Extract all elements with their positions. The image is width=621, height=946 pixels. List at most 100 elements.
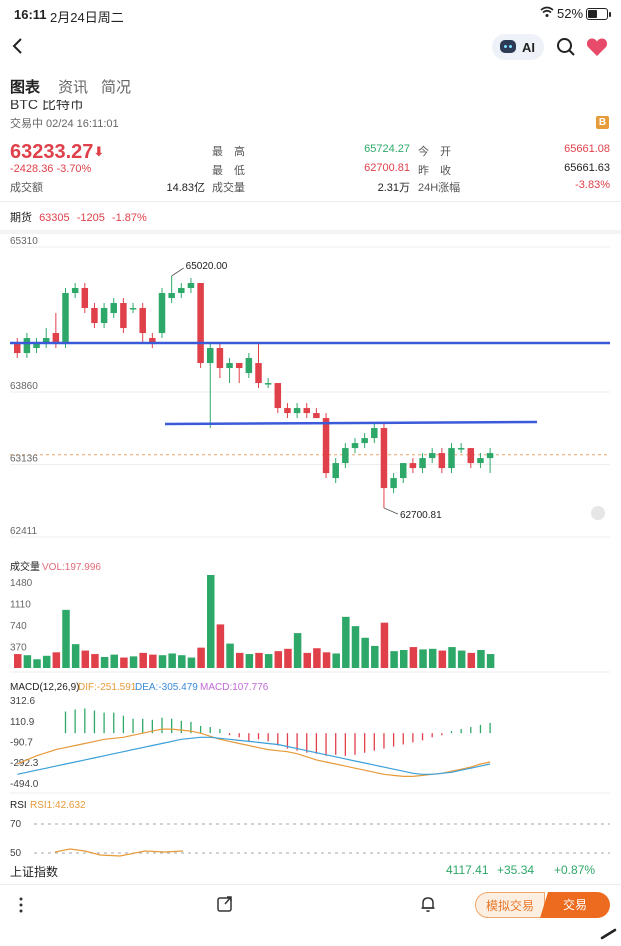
support-line bbox=[164, 420, 538, 426]
simulated-trade-button[interactable]: 模拟交易 bbox=[475, 892, 545, 918]
futures-row[interactable]: 期货 63305 -1205 -1.87% bbox=[10, 209, 147, 225]
back-button[interactable] bbox=[8, 34, 34, 60]
candle-body bbox=[71, 288, 79, 294]
candle-body bbox=[303, 408, 310, 414]
candle-body bbox=[178, 288, 185, 294]
price-tick-label: 63860 bbox=[10, 381, 38, 392]
volume-bar bbox=[371, 645, 379, 668]
kline-chart[interactable]: 65310 63860 63136 62411 65020.00 62700.81 成交… bbox=[0, 235, 621, 857]
candle-body bbox=[284, 408, 291, 414]
volume-bar bbox=[477, 649, 485, 668]
volume-bar bbox=[486, 654, 495, 668]
ai-assistant-button[interactable]: AI bbox=[492, 34, 544, 60]
rsi-tick-label: 50 bbox=[10, 848, 22, 857]
volume-bar bbox=[120, 657, 128, 668]
trade-button[interactable]: 交易 bbox=[540, 892, 610, 918]
volume-bar bbox=[438, 650, 447, 668]
tab-news[interactable]: 资讯 bbox=[58, 79, 89, 96]
annotation-leader bbox=[171, 267, 184, 277]
prev-close-value: 65661.63 bbox=[564, 162, 610, 174]
volume-tick-label: 740 bbox=[10, 621, 27, 632]
low-annotation: 62700.81 bbox=[400, 510, 442, 521]
candlestick-series bbox=[14, 276, 494, 509]
battery-percent: 52% bbox=[557, 6, 584, 21]
index-bar[interactable]: 上证指数 4117.41 +35.34 +0.87% bbox=[0, 859, 621, 883]
chevron-left-icon bbox=[12, 38, 22, 54]
futures-price: 63305 bbox=[39, 212, 70, 224]
volume-bar bbox=[197, 647, 205, 668]
macd-dea-label: DEA:-305.479 bbox=[135, 682, 198, 693]
instrument-title: BTC 比特币 bbox=[10, 100, 84, 110]
volume-bar bbox=[216, 624, 225, 668]
candle-body bbox=[62, 293, 69, 344]
battery-icon bbox=[586, 8, 611, 20]
volume-title: 成交量 bbox=[10, 560, 40, 573]
candle-body bbox=[428, 453, 436, 459]
volume-bar bbox=[448, 647, 456, 668]
rsi-tick-label: 70 bbox=[10, 819, 22, 830]
candle-body bbox=[129, 308, 137, 310]
turnover-value: 14.83亿 bbox=[166, 182, 205, 194]
last-price: 63233.27⬇ bbox=[10, 141, 104, 164]
volume-bar bbox=[71, 644, 80, 668]
turnover-label: 成交额 bbox=[10, 182, 43, 194]
volume-bar bbox=[380, 622, 389, 668]
volume-bar bbox=[467, 652, 476, 668]
volume-bar bbox=[342, 616, 350, 668]
candle-body bbox=[477, 458, 484, 464]
candle-body bbox=[467, 448, 475, 464]
volume-bar bbox=[332, 653, 340, 668]
volume-bar bbox=[110, 654, 118, 668]
candle-body bbox=[332, 463, 339, 479]
volume-value: 2.31万 bbox=[377, 182, 410, 194]
prev-close-label: 昨 收 bbox=[418, 165, 451, 177]
low-value: 62700.81 bbox=[364, 162, 410, 174]
volume-bar bbox=[351, 626, 360, 668]
section-divider bbox=[0, 230, 621, 234]
candle-body bbox=[380, 428, 388, 489]
rsi-title: RSI bbox=[10, 800, 27, 811]
volume-bar bbox=[274, 651, 283, 668]
volume-bar bbox=[235, 652, 244, 668]
candle-body bbox=[245, 358, 253, 374]
share-button[interactable] bbox=[216, 895, 234, 913]
candle-body bbox=[168, 293, 175, 299]
candle-body bbox=[33, 343, 40, 349]
volume-bar bbox=[245, 654, 254, 668]
rsi-line bbox=[54, 848, 184, 857]
share-icon bbox=[217, 896, 232, 912]
change24-value: -3.83% bbox=[575, 179, 610, 191]
favorite-button[interactable] bbox=[586, 37, 608, 59]
volume-bar bbox=[284, 648, 292, 668]
status-date: 2月24日周二 bbox=[50, 10, 124, 25]
volume-tick-label: 1480 bbox=[10, 578, 33, 589]
volume-bar bbox=[207, 575, 215, 668]
candle-body bbox=[197, 283, 204, 364]
volume-panel: 成交量 VOL:197.996 1480 1110 740 370 bbox=[10, 560, 610, 673]
tab-chart[interactable]: 图表 bbox=[10, 79, 41, 96]
tab-profile[interactable]: 简况 bbox=[101, 79, 132, 96]
volume-bar bbox=[187, 657, 196, 668]
trend-lines bbox=[10, 341, 610, 426]
status-bar: 16:11 2月24日周二 52% bbox=[0, 0, 621, 28]
volume-bar bbox=[52, 652, 61, 668]
volume-bar bbox=[33, 659, 41, 668]
volume-bar bbox=[139, 652, 147, 668]
macd-value-label: MACD:107.776 bbox=[200, 682, 269, 693]
volume-bar bbox=[42, 655, 51, 668]
macd-tick-label: -292.3 bbox=[10, 758, 39, 769]
candle-body bbox=[351, 443, 359, 449]
search-button[interactable] bbox=[556, 37, 576, 57]
divider bbox=[0, 884, 621, 885]
volume-bar bbox=[226, 643, 234, 668]
alert-button[interactable] bbox=[419, 895, 437, 913]
candle-body bbox=[216, 348, 224, 369]
change24-label: 24H涨幅 bbox=[418, 182, 461, 194]
more-button[interactable] bbox=[14, 895, 28, 915]
volume-bar bbox=[457, 650, 466, 668]
more-vertical-icon bbox=[19, 897, 23, 913]
annotation-leader bbox=[383, 507, 399, 515]
candle-body bbox=[23, 338, 31, 354]
volume-bar bbox=[14, 654, 22, 668]
dea-line bbox=[17, 736, 491, 775]
